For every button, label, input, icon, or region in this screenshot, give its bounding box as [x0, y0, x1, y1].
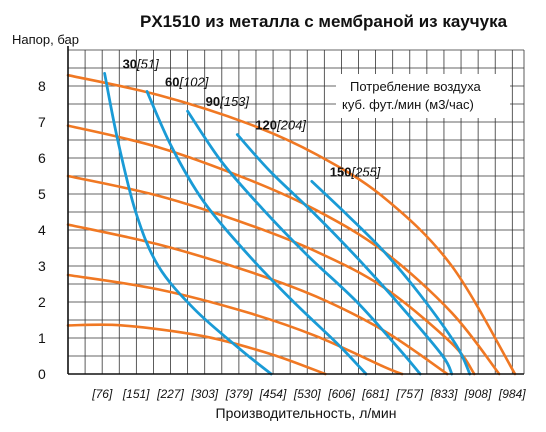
- x-axis-label: Производительность, л/мин: [216, 405, 397, 421]
- x-tick-label: [454]: [259, 387, 287, 401]
- air-curve-90: [186, 109, 422, 376]
- pressure-curve-4: [66, 223, 449, 376]
- legend-background: [336, 74, 510, 118]
- legend-line-2: куб. фут./мин (м3/час): [342, 97, 474, 112]
- y-tick-label: 6: [38, 150, 46, 166]
- air-curve-label: 90[153]: [206, 94, 250, 109]
- pressure-curve-2: [66, 124, 501, 376]
- x-tick-label: [303]: [190, 387, 218, 401]
- air-curve-120: [235, 133, 454, 376]
- x-tick-label: [681]: [361, 387, 389, 401]
- pressure-curve-3: [66, 174, 476, 376]
- y-tick-label: 7: [38, 114, 46, 130]
- air-curve-30: [103, 72, 273, 376]
- air-curve-label: 60[102]: [165, 74, 209, 89]
- air-curve-60: [145, 90, 368, 376]
- air-curve-labels: 30[51] 60[102] 90[153] 120[204] 150[255]: [123, 56, 381, 179]
- y-tick-label: 1: [38, 330, 46, 346]
- pressure-curve-5: [66, 273, 404, 376]
- y-axis-label: Напор, бар: [12, 32, 79, 47]
- chart-title: PX1510 из металла с мембраной из каучука: [140, 12, 508, 31]
- y-tick-label: 0: [38, 366, 46, 382]
- x-tick-label: [227]: [156, 387, 184, 401]
- air-curve-label: 150[255]: [330, 164, 381, 179]
- x-tick-label: [833]: [430, 387, 458, 401]
- y-tick-label: 8: [38, 78, 46, 94]
- air-curve-label: 30[51]: [123, 56, 160, 71]
- pressure-curve-6: [66, 323, 327, 376]
- x-tick-label: [757]: [395, 387, 423, 401]
- x-tick-label: [908]: [464, 387, 492, 401]
- air-curve-150: [310, 180, 472, 376]
- x-tick-label: [76]: [91, 387, 113, 401]
- legend-line-1: Потребление воздуха: [350, 79, 481, 94]
- legend-box: Потребление воздуха куб. фут./мин (м3/ча…: [336, 74, 510, 118]
- axes: [67, 46, 524, 375]
- x-tick-label: [151]: [122, 387, 150, 401]
- air-consumption-curves: [103, 72, 472, 376]
- air-curve-label: 120[204]: [255, 118, 306, 133]
- pressure-curve-1: [66, 73, 517, 376]
- y-tick-label: 5: [38, 186, 46, 202]
- pressure-curves: [66, 73, 517, 376]
- x-tick-label: [606]: [327, 387, 355, 401]
- y-tick-label: 3: [38, 258, 46, 274]
- y-tick-label: 4: [38, 222, 46, 238]
- x-tick-label: [379]: [225, 387, 253, 401]
- x-tick-label: [984]: [498, 387, 526, 401]
- tick-labels: 0 1 2 3 4 5 6 7 8 [76] [151] [227] [303] [379] [454] [5…: [38, 78, 526, 401]
- y-tick-label: 2: [38, 294, 46, 310]
- x-tick-label: [530]: [293, 387, 321, 401]
